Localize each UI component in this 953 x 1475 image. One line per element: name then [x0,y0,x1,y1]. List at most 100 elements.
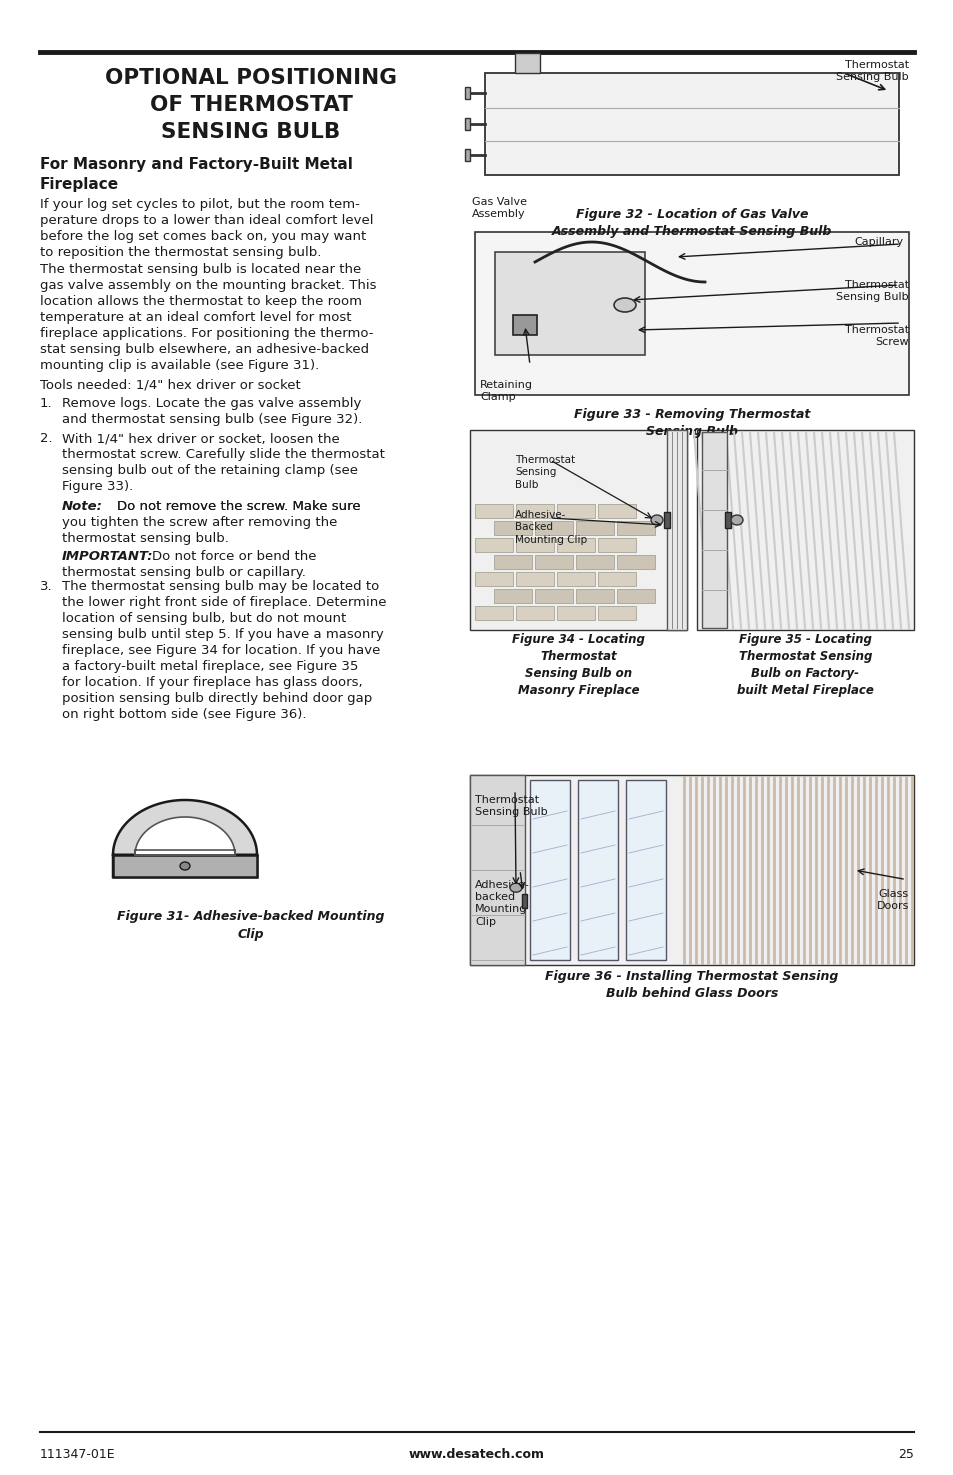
Text: Remove logs. Locate the gas valve assembly: Remove logs. Locate the gas valve assemb… [62,397,361,410]
Text: Figure 33 - Removing Thermostat
Sensing Bulb: Figure 33 - Removing Thermostat Sensing … [573,409,809,438]
Text: thermostat sensing bulb.: thermostat sensing bulb. [62,532,229,544]
Bar [557,538,595,552]
Text: Do not remove the screw. Make sure: Do not remove the screw. Make sure [117,500,360,513]
Bar [576,521,614,535]
Text: Thermostat
Screw: Thermostat Screw [844,324,908,348]
Bar [475,232,908,395]
Text: a factory-built metal fireplace, see Figure 35: a factory-built metal fireplace, see Fig… [62,659,358,673]
Text: OF THERMOSTAT: OF THERMOSTAT [150,94,352,115]
Text: mounting clip is available (see Figure 31).: mounting clip is available (see Figure 3… [40,358,319,372]
Text: Do not force or bend the: Do not force or bend the [152,550,316,563]
Text: IMPORTANT:: IMPORTANT: [62,550,153,563]
Ellipse shape [614,298,636,313]
Bar [576,555,614,569]
Bar [598,504,636,518]
Text: With 1/4" hex driver or socket, loosen the: With 1/4" hex driver or socket, loosen t… [62,432,339,445]
Bar [617,589,655,603]
Bar [701,432,726,628]
Text: Adhesive-
Backed
Mounting Clip: Adhesive- Backed Mounting Clip [515,510,586,544]
Text: Figure 36 - Installing Thermostat Sensing
Bulb behind Glass Doors: Figure 36 - Installing Thermostat Sensin… [545,971,838,1000]
Text: for location. If your fireplace has glass doors,: for location. If your fireplace has glas… [62,676,362,689]
Bar [470,774,913,965]
Text: OPTIONAL POSITIONING: OPTIONAL POSITIONING [105,68,396,88]
Text: 2.: 2. [40,432,52,445]
Text: the lower right front side of fireplace. Determine: the lower right front side of fireplace.… [62,596,386,609]
Bar [666,431,686,630]
Bar [516,538,554,552]
Bar [598,538,636,552]
Text: 111347-01E: 111347-01E [40,1448,115,1462]
Bar [112,855,256,878]
Bar [475,504,513,518]
Text: The thermostat sensing bulb may be located to: The thermostat sensing bulb may be locat… [62,580,379,593]
Bar [494,589,532,603]
Ellipse shape [510,884,521,892]
Bar [535,555,573,569]
Bar [530,780,569,960]
Text: Adhesive-
backed
Mounting
Clip: Adhesive- backed Mounting Clip [475,879,529,926]
Text: SENSING BULB: SENSING BULB [161,122,340,142]
Text: Figure 34 - Locating
Thermostat
Sensing Bulb on
Masonry Fireplace: Figure 34 - Locating Thermostat Sensing … [512,633,644,698]
Bar [494,521,532,535]
Text: Tools needed: 1/4" hex driver or socket: Tools needed: 1/4" hex driver or socket [40,378,300,391]
Bar [521,894,526,909]
Text: The thermostat sensing bulb is located near the: The thermostat sensing bulb is located n… [40,263,361,276]
Text: Thermostat
Sensing Bulb: Thermostat Sensing Bulb [836,280,908,302]
Bar [464,118,470,130]
Text: perature drops to a lower than ideal comfort level: perature drops to a lower than ideal com… [40,214,374,227]
Bar [598,606,636,619]
Bar [475,538,513,552]
Text: to reposition the thermostat sensing bulb.: to reposition the thermostat sensing bul… [40,246,321,260]
Bar [557,572,595,586]
Text: gas valve assembly on the mounting bracket. This: gas valve assembly on the mounting brack… [40,279,376,292]
Text: Glass
Doors: Glass Doors [876,889,908,912]
Ellipse shape [730,515,742,525]
Bar [625,780,665,960]
Bar [484,72,898,176]
Bar [598,572,636,586]
Text: Note:: Note: [62,500,103,513]
Text: temperature at an ideal comfort level for most: temperature at an ideal comfort level fo… [40,311,351,324]
Bar [470,774,524,965]
Bar [535,589,573,603]
Text: Figure 31- Adhesive-backed Mounting
Clip: Figure 31- Adhesive-backed Mounting Clip [117,910,384,941]
Text: thermostat screw. Carefully slide the thermostat: thermostat screw. Carefully slide the th… [62,448,384,462]
Text: location of sensing bulb, but do not mount: location of sensing bulb, but do not mou… [62,612,346,625]
Text: Figure 35 - Locating
Thermostat Sensing
Bulb on Factory-
built Metal Fireplace: Figure 35 - Locating Thermostat Sensing … [737,633,873,698]
Text: location allows the thermostat to keep the room: location allows the thermostat to keep t… [40,295,361,308]
Bar [494,555,532,569]
Polygon shape [112,799,256,878]
Text: 1.: 1. [40,397,52,410]
Text: 3.: 3. [40,580,52,593]
Text: thermostat sensing bulb or capillary.: thermostat sensing bulb or capillary. [62,566,306,580]
Bar [516,606,554,619]
Text: fireplace applications. For positioning the thermo-: fireplace applications. For positioning … [40,327,374,341]
Bar [535,521,573,535]
Bar [495,252,644,355]
Polygon shape [135,817,234,856]
Bar [464,87,470,99]
Text: Fireplace: Fireplace [40,177,119,192]
Text: on right bottom side (see Figure 36).: on right bottom side (see Figure 36). [62,708,306,721]
Text: Gas Valve
Assembly: Gas Valve Assembly [472,198,526,220]
Bar [464,149,470,161]
Bar [617,555,655,569]
Text: 25: 25 [897,1448,913,1462]
Bar [578,780,618,960]
Text: before the log set comes back on, you may want: before the log set comes back on, you ma… [40,230,366,243]
Ellipse shape [650,515,662,525]
Text: you tighten the screw after removing the: you tighten the screw after removing the [62,516,337,530]
Bar [697,431,913,630]
Text: For Masonry and Factory-Built Metal: For Masonry and Factory-Built Metal [40,156,353,173]
Bar [513,316,537,335]
Text: sensing bulb out of the retaining clamp (see: sensing bulb out of the retaining clamp … [62,465,357,476]
Bar [515,53,539,72]
Bar [470,431,686,630]
Text: Thermostat
Sensing Bulb: Thermostat Sensing Bulb [836,60,908,83]
Text: If your log set cycles to pilot, but the room tem-: If your log set cycles to pilot, but the… [40,198,359,211]
Ellipse shape [180,861,190,870]
Bar [557,504,595,518]
Text: Retaining
Clamp: Retaining Clamp [479,381,533,403]
Text: Capillary: Capillary [854,237,903,246]
Text: Figure 33).: Figure 33). [62,479,133,493]
